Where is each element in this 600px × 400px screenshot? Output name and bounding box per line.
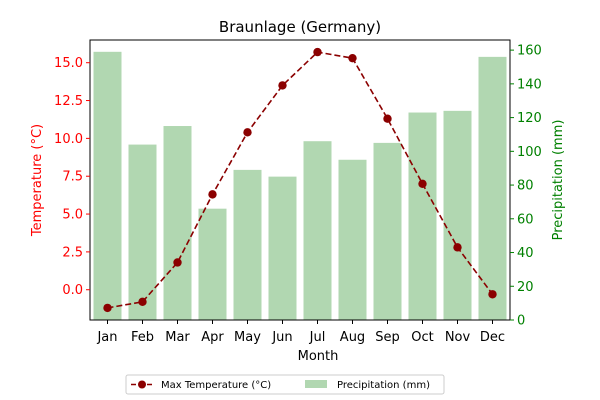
right-tick-label: 140 [517, 77, 542, 92]
right-tick-label: 100 [517, 145, 542, 160]
legend-marker-swatch [138, 380, 146, 389]
plot-frame [89, 39, 511, 321]
legend-frame [125, 374, 445, 395]
right-axis-title: Precipitation (mm) [551, 120, 566, 241]
bar-nov [443, 110, 472, 320]
x-tick-label: Jul [309, 330, 326, 345]
x-tick-label: Nov [445, 330, 471, 345]
bar-apr [198, 208, 227, 320]
x-tick-label: Apr [201, 330, 224, 345]
left-tick-label: 7.5 [62, 170, 83, 185]
bar-sep [373, 142, 402, 320]
point-feb [138, 297, 147, 307]
x-tick-label: Jan [96, 330, 117, 345]
x-tick-label: Aug [340, 330, 365, 345]
x-tick-label: Feb [131, 330, 154, 345]
chart-title: Braunlage (Germany) [219, 18, 381, 36]
axes: 0.0 2.5 5.0 7.5 10.0 12.5 15.0 0 20 40 60 80 100 120 1… [54, 39, 542, 345]
x-tick-label: Sep [375, 330, 400, 345]
x-tick-label: Mar [165, 330, 190, 345]
point-may [243, 128, 252, 137]
x-tick-label: Oct [411, 330, 433, 345]
legend-label-temperature: Max Temperature (°C) [161, 380, 271, 391]
bar-feb [128, 144, 157, 320]
bar-mar [163, 126, 192, 320]
bar-oct [408, 112, 437, 320]
x-tick-label: May [234, 330, 261, 345]
left-tick-label: 5.0 [62, 208, 83, 223]
point-jan [103, 303, 112, 313]
left-tick-label: 10.0 [54, 132, 83, 147]
point-aug [348, 53, 357, 63]
x-tick-label: Jun [271, 330, 292, 345]
legend-bar-swatch [305, 380, 327, 388]
left-tick-label: 2.5 [62, 245, 83, 260]
right-tick-label: 160 [517, 44, 542, 59]
x-tick-label: Dec [480, 330, 505, 345]
right-tick-label: 20 [517, 280, 534, 295]
left-tick-label: 0.0 [62, 283, 83, 298]
temperature-series-line [107, 51, 494, 309]
left-tick-label: 15.0 [54, 56, 83, 71]
precipitation-bars [93, 51, 507, 321]
point-apr [208, 190, 217, 199]
bar-dec [478, 56, 507, 321]
point-nov [453, 243, 462, 252]
bar-may [233, 169, 262, 320]
temperature-line [103, 47, 497, 313]
right-tick-label: 40 [517, 246, 534, 261]
bar-jan [93, 51, 122, 321]
right-tick-label: 60 [517, 212, 534, 227]
bar-jun [268, 176, 297, 320]
right-tick-label: 0 [517, 314, 525, 329]
bar-aug [338, 159, 367, 320]
right-tick-label: 120 [517, 111, 542, 126]
right-tick-label: 80 [517, 179, 534, 194]
point-jul [313, 47, 322, 57]
legend-label-precipitation: Precipitation (mm) [337, 380, 430, 391]
point-mar [173, 258, 182, 267]
left-tick-label: 12.5 [54, 94, 83, 109]
legend: Max Temperature (°C) Precipitation (mm) [125, 374, 445, 395]
x-axis-title: Month [298, 349, 339, 364]
point-jun [278, 81, 287, 90]
left-axis-title: Temperature (°C) [30, 124, 45, 237]
point-dec [488, 290, 497, 299]
point-sep [383, 114, 392, 123]
bar-jul [303, 141, 332, 320]
point-oct [418, 179, 427, 188]
